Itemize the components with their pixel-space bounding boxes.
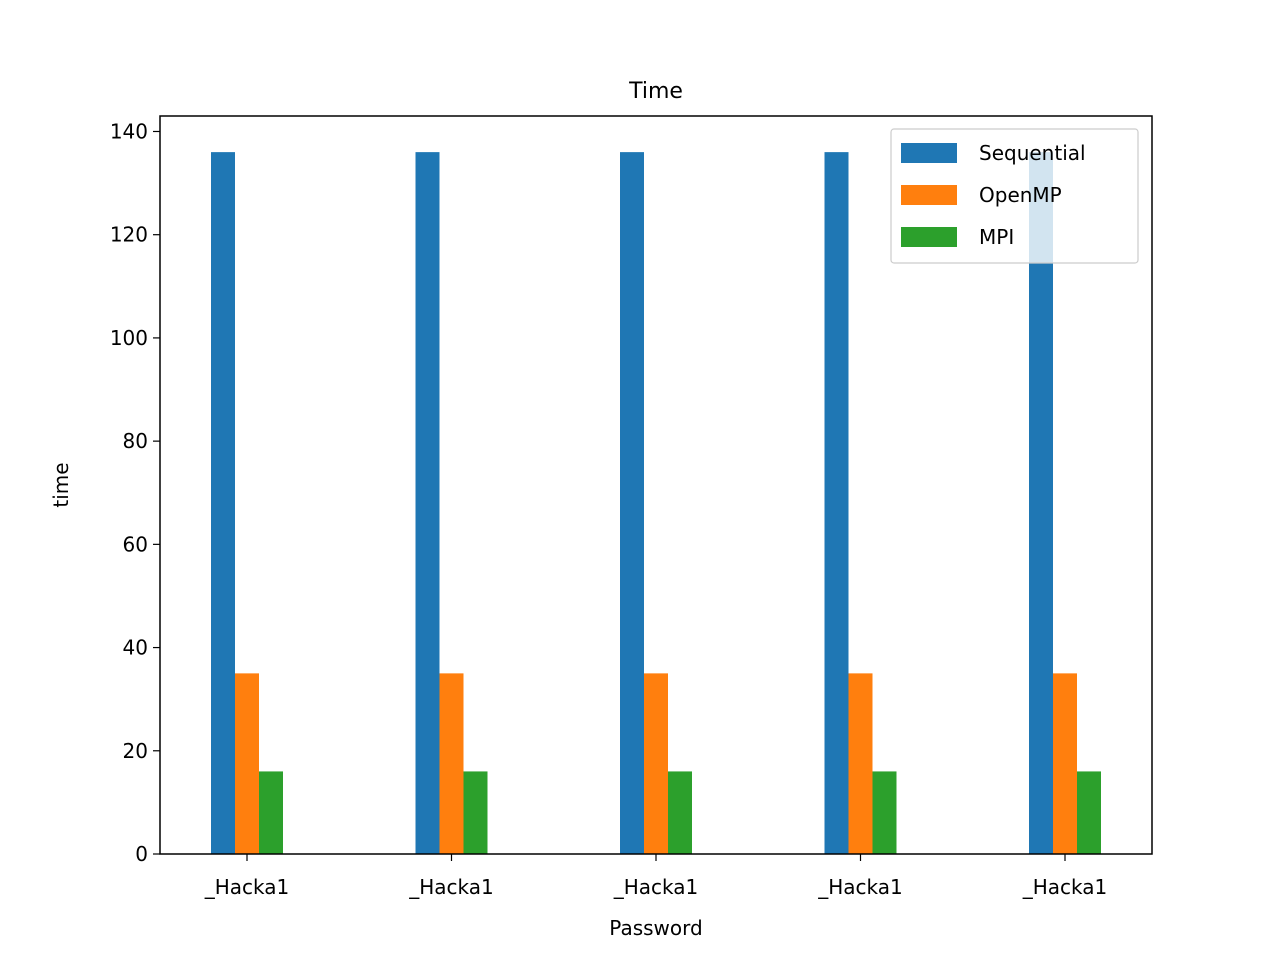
legend-swatch-openmp	[901, 185, 957, 205]
x-tick-label: _Hacka1	[613, 875, 699, 899]
bar-openmp-1	[439, 673, 464, 854]
bar-openmp-0	[235, 673, 259, 854]
x-tick-label: _Hacka1	[1022, 875, 1108, 899]
bar-sequential-2	[620, 152, 644, 855]
y-tick-label: 40	[123, 636, 148, 660]
bar-mpi-2	[668, 771, 692, 854]
legend: Sequential OpenMP MPI	[890, 128, 1139, 264]
bar-mpi-1	[463, 771, 488, 854]
y-axis-label: time	[49, 462, 73, 507]
legend-swatch-sequential	[901, 143, 957, 163]
plot-frame	[159, 115, 1153, 855]
bar-sequential-3	[824, 152, 849, 855]
bar-openmp-3	[848, 673, 873, 854]
bar-openmp-4	[1053, 673, 1077, 854]
bar-mpi-4	[1077, 771, 1101, 854]
bar-sequential-1	[415, 152, 440, 855]
y-tick-label: 20	[123, 739, 148, 763]
bars-group	[211, 152, 1101, 855]
x-tick-label: _Hacka1	[817, 875, 903, 899]
bar-sequential-4	[1029, 152, 1053, 855]
x-tick-label: _Hacka1	[204, 875, 290, 899]
legend-label-mpi: MPI	[979, 225, 1014, 249]
y-tick-label: 60	[123, 532, 148, 556]
y-tick-label: 120	[110, 223, 148, 247]
legend-label-sequential: Sequential	[979, 141, 1086, 165]
x-tick-label: _Hacka1	[408, 875, 494, 899]
legend-label-openmp: OpenMP	[979, 183, 1062, 207]
bar-mpi-0	[259, 771, 283, 854]
chart-title: Time	[628, 79, 683, 104]
y-tick-label: 80	[123, 429, 148, 453]
bar-mpi-3	[872, 771, 897, 854]
y-axis: 0 20 40 60 80 100 120 140	[110, 119, 160, 866]
bar-sequential-0	[211, 152, 235, 855]
legend-swatch-mpi	[901, 227, 957, 247]
x-axis-label: Password	[609, 916, 702, 940]
x-axis: _Hacka1 _Hacka1 _Hacka1 _Hacka1 _Hacka1	[204, 854, 1108, 899]
y-tick-label: 100	[110, 326, 148, 350]
bar-openmp-2	[644, 673, 668, 854]
y-tick-label: 0	[135, 842, 148, 866]
y-tick-label: 140	[110, 119, 148, 143]
